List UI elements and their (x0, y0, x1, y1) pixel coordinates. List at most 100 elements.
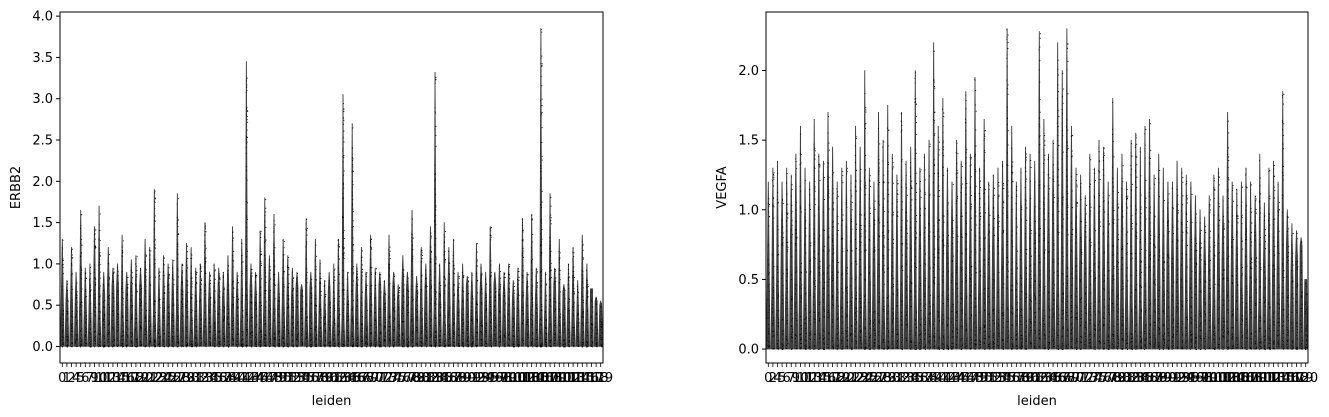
point (531, 343, 533, 345)
point (218, 312, 220, 314)
point (481, 302, 483, 304)
point (329, 304, 331, 306)
point (530, 319, 532, 321)
point (522, 239, 524, 241)
point (462, 341, 464, 343)
point (550, 269, 552, 271)
point (237, 289, 239, 291)
point (389, 283, 391, 285)
point (595, 326, 597, 328)
point (475, 273, 477, 275)
point (90, 284, 92, 286)
point (148, 249, 150, 251)
violin-94 (492, 271, 498, 347)
point (514, 335, 515, 337)
point (172, 328, 174, 330)
point (306, 271, 308, 273)
point (352, 299, 354, 301)
violin-39 (239, 238, 245, 347)
point (403, 341, 405, 343)
point (375, 346, 377, 348)
point (306, 243, 308, 245)
point (163, 339, 165, 341)
point (237, 331, 238, 333)
point (61, 324, 63, 326)
point (531, 337, 533, 339)
point (231, 294, 233, 296)
point (408, 342, 410, 343)
point (190, 344, 192, 346)
point (127, 329, 129, 331)
point (265, 239, 267, 241)
point (89, 279, 91, 281)
axes-frame (59, 11, 604, 364)
point (495, 322, 497, 324)
point (523, 343, 524, 345)
point (306, 320, 308, 322)
point (444, 339, 446, 341)
violin-21 (156, 267, 162, 347)
point (462, 275, 464, 277)
point (316, 346, 317, 347)
point (352, 208, 354, 210)
point (540, 170, 542, 172)
y-tick-label: 3.5 (32, 51, 53, 66)
point (495, 341, 497, 343)
point (471, 302, 473, 304)
point (260, 330, 262, 332)
point (282, 259, 284, 261)
point (591, 306, 593, 308)
point (269, 265, 271, 267)
point (291, 335, 293, 336)
point (260, 337, 262, 339)
point (181, 346, 183, 348)
point (194, 310, 196, 312)
point (158, 299, 160, 301)
violin-points-58 (328, 280, 331, 348)
point (485, 300, 487, 302)
point (210, 296, 212, 298)
point (153, 246, 155, 248)
violin-62 (345, 271, 350, 347)
point (153, 345, 155, 347)
point (196, 337, 198, 339)
point (153, 325, 155, 327)
point (246, 78, 248, 80)
point (260, 334, 262, 336)
violin-113 (580, 234, 585, 347)
point (573, 330, 575, 332)
point (195, 336, 196, 338)
point (205, 305, 207, 307)
point (527, 274, 529, 276)
point (563, 324, 565, 326)
point (135, 329, 137, 331)
point (549, 333, 551, 335)
point (182, 293, 184, 295)
point (416, 296, 418, 298)
point (467, 338, 469, 340)
point (431, 345, 433, 347)
point (457, 322, 459, 324)
point (495, 319, 497, 321)
point (314, 304, 316, 306)
point (149, 316, 151, 318)
point (383, 328, 385, 330)
point (481, 338, 483, 340)
point (315, 343, 317, 345)
point (250, 301, 252, 303)
point (76, 294, 78, 296)
point (241, 243, 243, 244)
point (535, 339, 537, 340)
point (371, 342, 372, 344)
point (582, 296, 584, 297)
point (62, 264, 64, 265)
point (434, 314, 436, 316)
point (411, 244, 413, 246)
point (393, 295, 395, 297)
point (288, 267, 290, 268)
point (117, 313, 119, 314)
point (209, 318, 211, 320)
point (564, 289, 566, 291)
point (94, 248, 96, 250)
point (586, 279, 588, 281)
